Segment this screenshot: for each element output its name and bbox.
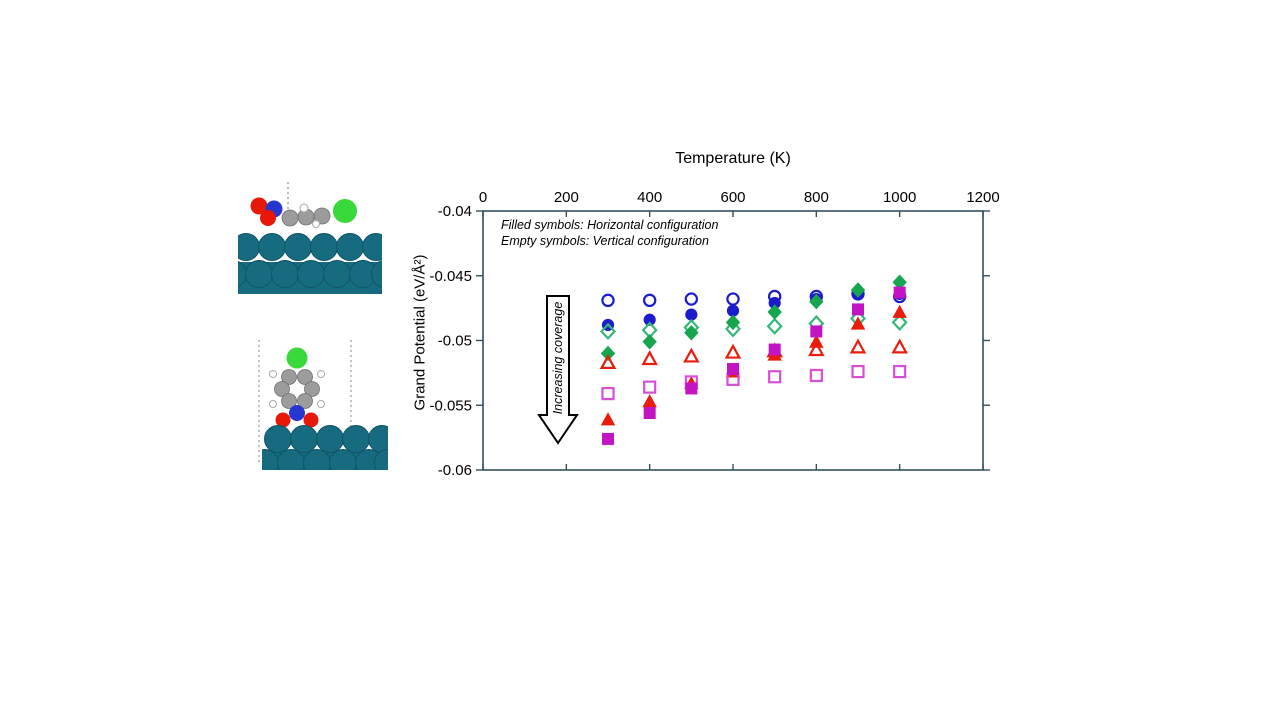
horizontal-config-coverage-2-marker [600, 345, 616, 362]
vertical-config-coverage-2-marker [599, 322, 617, 341]
horizontal-config-coverage-3-marker [892, 304, 907, 318]
vertical-config-coverage-1-marker [642, 293, 657, 308]
vertical-config-coverage-1-marker [601, 293, 615, 308]
horizontal-config-coverage-4-marker [685, 382, 698, 395]
y-tick-label: -0.045 [429, 268, 472, 285]
increasing-coverage-arrow-icon [537, 295, 579, 445]
oxygen-atom [303, 412, 319, 428]
vertical-config-coverage-2-marker [766, 317, 783, 335]
horizontal-configuration-figure [238, 182, 382, 294]
horizontal-config-coverage-3-marker [809, 334, 824, 348]
hydrogen-atom [312, 220, 320, 228]
y-axis-title: Grand Potential (eV/Å²) [411, 254, 429, 411]
vertical-config-coverage-4-marker [601, 386, 615, 401]
vertical-config-coverage-3-marker [683, 347, 700, 363]
increasing-coverage-label: Increasing coverage [551, 301, 565, 415]
horizontal-config-coverage-2-marker [642, 334, 657, 350]
vertical-config-coverage-4-marker [851, 364, 865, 379]
horizontal-config-coverage-2-marker [767, 304, 782, 320]
vertical-config-coverage-4-marker [809, 368, 823, 383]
vertical-config-coverage-2-marker [891, 313, 908, 331]
symbol-legend-note: Filled symbols: Horizontal configuration… [501, 218, 718, 249]
vertical-config-coverage-4-marker [893, 364, 907, 379]
legend-note-filled: Filled symbols: Horizontal configuration [501, 218, 719, 232]
vertical-config-coverage-1-marker [726, 292, 740, 306]
horizontal-config-coverage-2-marker [725, 314, 741, 331]
horizontal-config-coverage-1-marker [643, 313, 656, 326]
oxygen-atom [275, 412, 291, 428]
x-tick-label: 1000 [883, 189, 916, 206]
horizontal-config-coverage-2-marker [684, 324, 699, 341]
x-tick-label: 1200 [966, 189, 999, 206]
vertical-configuration-figure [258, 340, 388, 470]
substrate-slab [238, 233, 382, 294]
y-tick-label: -0.06 [438, 462, 472, 479]
legend-note-empty: Empty symbols: Vertical configuration [501, 233, 709, 248]
vertical-config-coverage-3-marker [849, 338, 867, 354]
horizontal-config-coverage-3-marker [600, 412, 616, 426]
benzene-ring [274, 369, 320, 409]
vertical-config-coverage-4-marker [768, 370, 782, 384]
hydrogen-atoms [269, 370, 325, 408]
substrate-slab [262, 425, 388, 470]
oxygen-atom [260, 210, 276, 226]
adsorbed-molecule-vertical [269, 347, 325, 428]
horizontal-config-coverage-3-marker [850, 316, 866, 330]
carbon-ring-edge-on [281, 207, 331, 227]
x-tick-label: 400 [637, 189, 662, 206]
y-tick-label: -0.04 [438, 203, 472, 220]
x-tick-label: 200 [554, 189, 579, 206]
horizontal-config-coverage-4-marker [727, 362, 739, 375]
oxygen-atom [250, 197, 268, 215]
horizontal-config-coverage-4-marker [852, 303, 864, 316]
horizontal-config-coverage-4-marker [602, 432, 614, 445]
horizontal-config-coverage-1-marker [685, 308, 698, 321]
vertical-config-coverage-1-marker [684, 292, 699, 306]
vertical-config-coverage-3-marker [891, 338, 908, 354]
vertical-config-coverage-3-marker [724, 343, 742, 359]
horizontal-config-coverage-4-marker [768, 343, 781, 356]
horizontal-config-coverage-4-marker [893, 286, 906, 299]
horizontal-config-coverage-1-marker [726, 304, 740, 317]
x-tick-label: 0 [479, 189, 487, 206]
vertical-config-coverage-3-marker [599, 354, 617, 370]
vertical-config-coverage-3-marker [808, 341, 825, 357]
nitrogen-atom [289, 405, 305, 421]
adsorbed-molecule-horizontal [250, 197, 357, 228]
x-tick-label: 600 [720, 189, 745, 206]
hydrogen-atom [299, 203, 309, 213]
x-axis-title: Temperature (K) [675, 150, 791, 167]
x-tick-label: 800 [804, 189, 829, 206]
y-tick-label: -0.05 [438, 333, 472, 350]
vertical-config-coverage-2-marker [724, 320, 742, 338]
horizontal-config-coverage-4-marker [810, 325, 823, 338]
vertical-config-coverage-3-marker [641, 350, 658, 366]
horizontal-config-coverage-4-marker [643, 407, 656, 420]
horizontal-config-coverage-3-marker [642, 394, 657, 408]
chlorine-atom [286, 347, 308, 369]
horizontal-config-coverage-2-marker [850, 282, 866, 298]
y-tick-label: -0.055 [429, 397, 472, 414]
horizontal-config-coverage-2-marker [809, 293, 824, 310]
vertical-config-coverage-4-marker [643, 380, 657, 394]
chlorine-atom [333, 199, 357, 223]
